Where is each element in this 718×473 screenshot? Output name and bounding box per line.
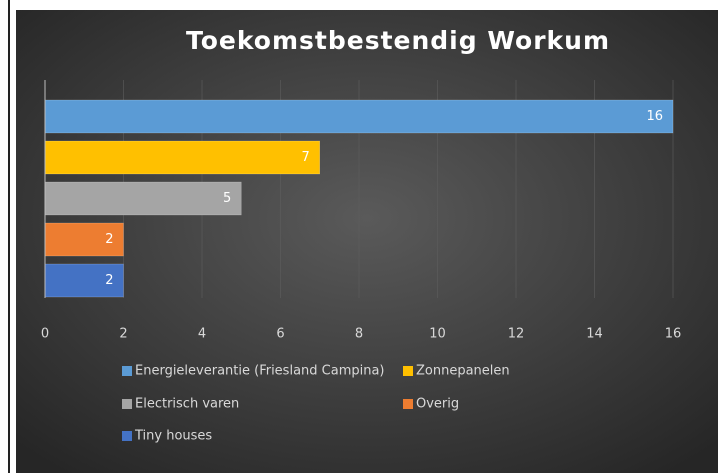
legend-label: Tiny houses [134,429,212,444]
bar [44,140,320,175]
x-tick-label: 8 [355,327,363,342]
bar [44,222,124,257]
legend-label: Overig [416,397,459,412]
x-tick-label: 6 [276,327,284,342]
x-tick-label: 10 [429,327,446,342]
data-label: 7 [301,150,309,165]
x-tick-label: 14 [586,327,603,342]
x-tick-label: 2 [119,327,127,342]
x-tick-label: 16 [665,327,682,342]
legend-label: Electrisch varen [135,397,239,412]
data-label: 16 [646,109,663,124]
bar [44,99,674,134]
bar [44,263,124,298]
data-label: 5 [223,191,231,206]
x-tick-label: 12 [508,327,525,342]
chart-title: Toekomstbestendig Workum [186,26,610,55]
x-tick-label: 0 [41,327,49,342]
chart-background [16,10,718,473]
legend-swatch [122,431,132,441]
legend-swatch [122,366,132,376]
data-label: 2 [105,273,113,288]
legend-swatch [403,366,413,376]
legend-swatch [403,399,413,409]
x-tick-label: 4 [198,327,206,342]
legend-label: Zonnepanelen [416,364,510,379]
legend-swatch [122,399,132,409]
data-label: 2 [105,232,113,247]
bar [44,181,242,216]
legend-label: Energieleverantie (Friesland Campina) [135,364,385,379]
